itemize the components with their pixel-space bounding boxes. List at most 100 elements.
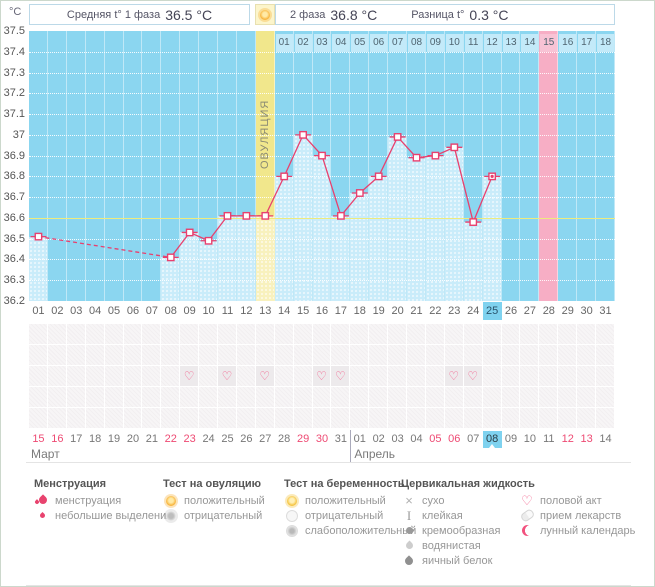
chart-column[interactable] — [425, 31, 445, 301]
temperature-point[interactable] — [374, 172, 383, 181]
symbol-cell[interactable] — [425, 366, 444, 386]
symbol-cell[interactable] — [293, 345, 312, 365]
symbol-cell[interactable] — [180, 408, 199, 428]
symbol-cell[interactable] — [444, 408, 463, 428]
temperature-point[interactable] — [166, 253, 175, 262]
cycle-day-label[interactable]: 08 — [164, 305, 177, 317]
calendar-date[interactable]: 29 — [296, 433, 310, 445]
calendar-date[interactable]: 18 — [89, 433, 102, 445]
symbol-cell[interactable] — [369, 408, 388, 428]
symbol-cell[interactable]: ♡ — [312, 366, 331, 386]
chart-column[interactable] — [161, 31, 181, 301]
symbol-cell[interactable]: ♡ — [180, 366, 199, 386]
symbol-cell[interactable] — [312, 345, 331, 365]
temperature-point[interactable] — [299, 130, 307, 139]
symbol-cell[interactable] — [236, 387, 255, 407]
symbol-cell[interactable] — [199, 387, 218, 407]
symbol-cell[interactable] — [123, 345, 142, 365]
calendar-date[interactable]: 08 — [482, 431, 502, 448]
calendar-date[interactable]: 01 — [353, 433, 366, 445]
symbol-cell[interactable] — [520, 408, 539, 428]
symbol-cell[interactable] — [444, 345, 463, 365]
symbol-cell[interactable] — [331, 345, 350, 365]
symbol-cell[interactable] — [199, 324, 218, 344]
calendar-date[interactable]: 19 — [107, 433, 121, 445]
chart-column[interactable] — [501, 31, 521, 301]
calendar-date[interactable]: 23 — [183, 433, 196, 445]
symbol-cell[interactable] — [180, 345, 199, 365]
cycle-day-label[interactable]: 17 — [334, 305, 347, 317]
symbol-cell[interactable] — [85, 408, 104, 428]
symbol-cell[interactable] — [161, 366, 180, 386]
symbol-cell[interactable] — [255, 387, 274, 407]
chart-column[interactable] — [47, 31, 67, 301]
symbol-cell[interactable] — [312, 324, 331, 344]
symbol-cell[interactable] — [29, 324, 47, 344]
symbol-cell[interactable] — [236, 408, 255, 428]
calendar-date[interactable]: 07 — [467, 433, 480, 445]
symbol-cell[interactable] — [388, 387, 407, 407]
calendar-date[interactable]: 28 — [278, 433, 291, 445]
symbol-cell[interactable] — [218, 387, 236, 407]
calendar-date[interactable]: 05 — [429, 433, 442, 445]
calendar-date[interactable]: 03 — [391, 433, 404, 445]
symbol-cell[interactable] — [218, 324, 236, 344]
cycle-day-label[interactable]: 21 — [410, 305, 423, 317]
symbol-cell[interactable] — [331, 387, 350, 407]
symbol-cell[interactable] — [180, 387, 199, 407]
symbol-cell[interactable] — [293, 387, 312, 407]
symbol-cell[interactable] — [501, 324, 520, 344]
symbol-cell[interactable] — [539, 408, 558, 428]
chart-column[interactable] — [29, 31, 48, 301]
symbol-cell[interactable] — [482, 366, 501, 386]
calendar-date[interactable]: 24 — [202, 433, 215, 445]
symbol-cell[interactable] — [293, 408, 312, 428]
calendar-date[interactable]: 20 — [126, 433, 140, 445]
cycle-day-label[interactable]: 27 — [523, 305, 537, 317]
symbol-cell[interactable] — [596, 408, 614, 428]
cycle-day-label[interactable]: 14 — [278, 305, 291, 317]
symbol-cell[interactable] — [501, 366, 520, 386]
symbol-cell[interactable] — [142, 408, 161, 428]
cycle-day-label[interactable]: 05 — [107, 305, 121, 317]
calendar-date[interactable]: 16 — [51, 433, 64, 445]
symbol-cell[interactable] — [274, 324, 293, 344]
calendar-date[interactable]: 26 — [240, 433, 253, 445]
calendar-date[interactable]: 31 — [334, 433, 347, 445]
symbol-cell[interactable] — [236, 345, 255, 365]
symbol-cell[interactable] — [66, 324, 85, 344]
chart-column[interactable] — [236, 31, 256, 301]
symbol-cell[interactable] — [199, 345, 218, 365]
cycle-day-label[interactable]: 18 — [353, 305, 366, 317]
symbol-cell[interactable] — [558, 366, 577, 386]
symbol-cell[interactable] — [236, 324, 255, 344]
symbol-cell[interactable] — [255, 324, 274, 344]
symbol-cell[interactable] — [199, 408, 218, 428]
symbol-cell[interactable] — [596, 366, 614, 386]
symbol-cell[interactable] — [29, 387, 47, 407]
calendar-date[interactable]: 04 — [410, 433, 423, 445]
symbol-cell[interactable] — [577, 408, 596, 428]
chart-column[interactable] — [407, 31, 426, 301]
symbol-cell[interactable] — [558, 408, 577, 428]
cycle-day-label[interactable]: 06 — [126, 305, 140, 317]
symbol-cell[interactable] — [161, 408, 180, 428]
symbol-cell[interactable]: ♡ — [331, 366, 350, 386]
chart-column[interactable] — [218, 31, 237, 301]
symbol-cell[interactable] — [350, 387, 369, 407]
symbol-cell[interactable] — [482, 324, 501, 344]
cycle-day-label[interactable]: 19 — [372, 305, 385, 317]
cycle-day-label[interactable]: 24 — [467, 305, 480, 317]
symbol-cell[interactable] — [463, 324, 482, 344]
symbol-cell[interactable] — [85, 345, 104, 365]
symbol-cell[interactable] — [293, 366, 312, 386]
symbol-cell[interactable] — [104, 387, 123, 407]
symbol-cell[interactable] — [501, 345, 520, 365]
symbol-cell[interactable] — [577, 366, 596, 386]
symbol-cell[interactable] — [388, 345, 407, 365]
cycle-day-label[interactable]: 12 — [240, 305, 253, 317]
symbol-cell[interactable] — [558, 387, 577, 407]
chart-column[interactable] — [577, 31, 597, 301]
chart-column[interactable] — [180, 31, 200, 301]
cycle-day-label[interactable]: 23 — [448, 305, 461, 317]
